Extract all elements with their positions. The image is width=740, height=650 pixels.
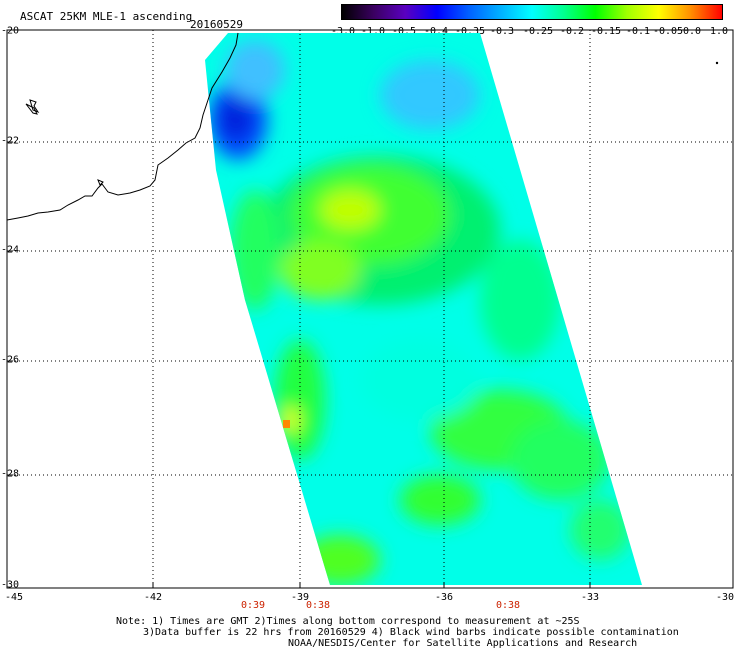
colorbar-label: -0.25	[522, 26, 554, 37]
lat-label: -22	[1, 135, 20, 147]
time-label: 0:39	[240, 600, 266, 611]
lat-label: -20	[1, 25, 20, 37]
lon-label: -36	[434, 592, 454, 603]
colorbar-label: -0.35	[454, 26, 486, 37]
colorbar-label: -0.05	[652, 26, 684, 37]
colorbar-label: -0.3	[489, 26, 515, 37]
note-line-3: NOAA/NESDIS/Center for Satellite Applica…	[288, 638, 638, 649]
lon-label: -45	[4, 592, 24, 603]
lon-label: -33	[580, 592, 600, 603]
colorbar-label: 1.0	[709, 26, 729, 37]
lon-label: -30	[715, 592, 735, 603]
colorbar-labels: -3.0 -1.0 -0.5 -0.4 -0.35 -0.3 -0.25 -0.…	[0, 0, 740, 40]
ascat-swath	[205, 33, 642, 585]
lat-label: -24	[1, 244, 20, 256]
map-title: ASCAT 25KM MLE-1 ascending	[20, 10, 193, 23]
colorbar-label: 0.0	[682, 26, 702, 37]
colorbar-label: -0.15	[590, 26, 622, 37]
lat-label: -30	[1, 579, 20, 591]
lon-label: -39	[290, 592, 310, 603]
colorbar-label: -3.0	[330, 26, 356, 37]
lat-label: -26	[1, 354, 20, 366]
map-date: 20160529	[190, 18, 243, 31]
time-label: 0:38	[495, 600, 521, 611]
coastline	[6, 32, 239, 221]
colorbar-label: -0.1	[625, 26, 651, 37]
lon-label: -42	[143, 592, 163, 603]
colorbar-label: -0.4	[423, 26, 449, 37]
note-line-2: 3)Data buffer is 22 hrs from 20160529 4)…	[143, 627, 679, 638]
colorbar	[341, 4, 723, 20]
lat-label: -28	[1, 468, 20, 480]
colorbar-label: -0.2	[559, 26, 585, 37]
colorbar-label: -1.0	[360, 26, 386, 37]
map-frame	[6, 29, 734, 589]
colorbar-label: -0.5	[391, 26, 417, 37]
time-label: 0:38	[305, 600, 331, 611]
note-line-1: Note: 1) Times are GMT 2)Times along bot…	[116, 616, 580, 627]
map-grid	[7, 30, 733, 588]
